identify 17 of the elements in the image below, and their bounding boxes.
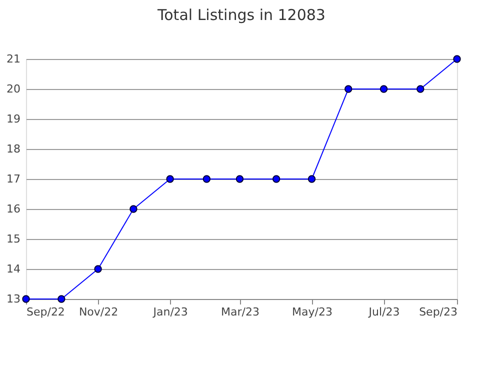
x-tick-label: Mar/23 [220,306,260,318]
y-tick-label: 13 [6,292,20,306]
y-tick-label: 21 [6,52,20,66]
x-tick-label: Sep/23 [419,306,458,318]
chart-title: Total Listings in 12083 [156,6,326,24]
y-tick-label: 18 [6,142,20,156]
x-tick-label: Nov/22 [78,306,118,318]
x-tick-label: Jan/23 [152,306,188,318]
x-tick-label: Sep/22 [26,306,65,318]
x-tick-label: May/23 [292,306,332,318]
y-tick-label: 20 [6,82,20,96]
y-tick-label: 16 [6,202,20,216]
y-tick-label: 19 [6,112,20,126]
y-tick-label: 14 [6,262,20,276]
y-tick-label: 17 [6,172,20,186]
y-tick-label: 15 [6,232,20,246]
x-tick-label: Jul/23 [368,306,400,318]
